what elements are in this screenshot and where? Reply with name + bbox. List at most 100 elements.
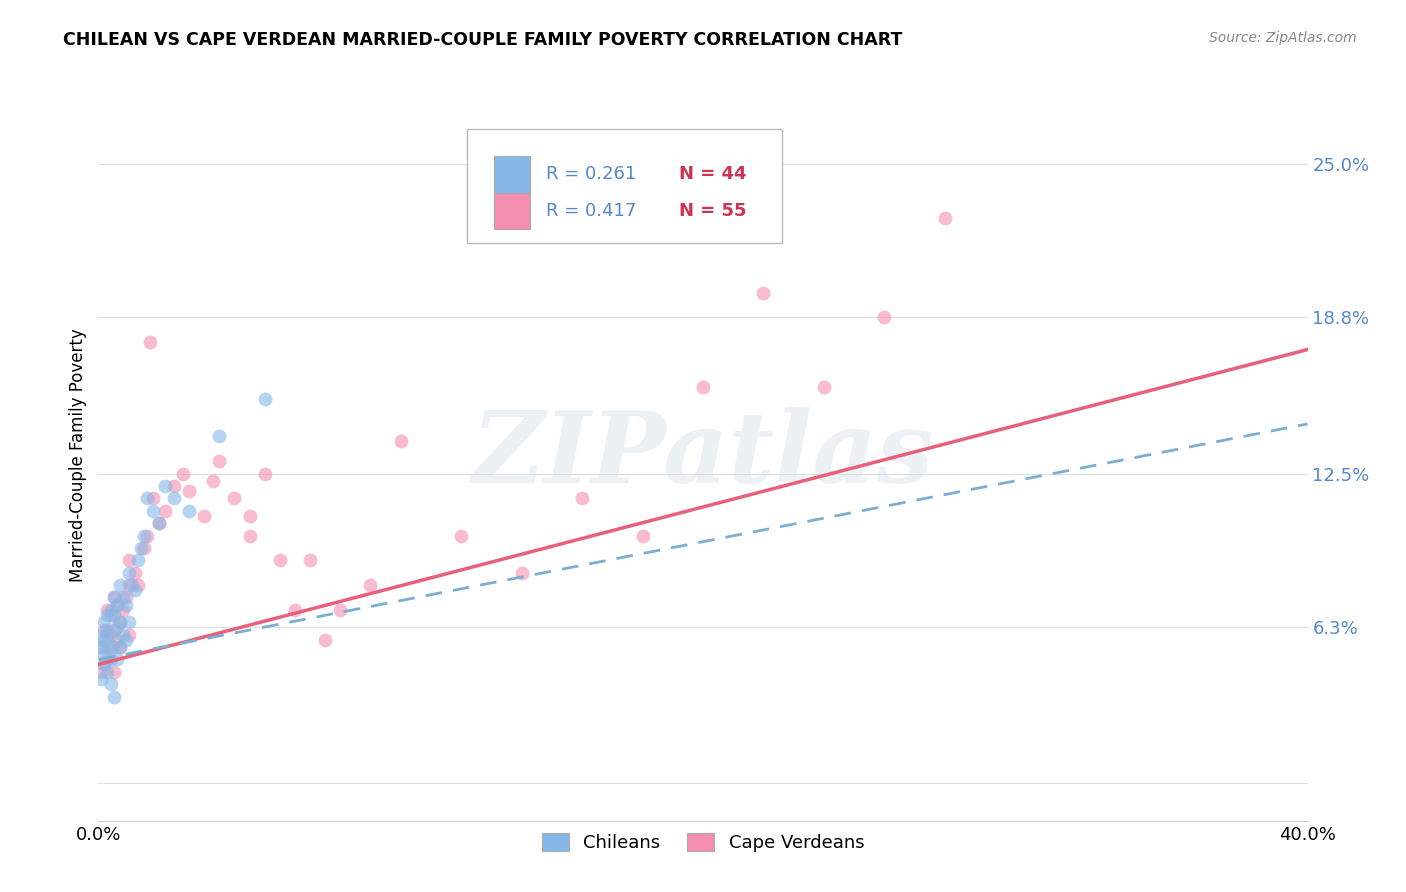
Text: R = 0.417: R = 0.417	[546, 202, 636, 219]
Point	[163, 479, 186, 493]
Point	[934, 211, 956, 226]
Point	[135, 528, 157, 542]
Point	[103, 690, 125, 704]
Point	[93, 632, 115, 647]
Text: ZIPatlas: ZIPatlas	[472, 407, 934, 503]
Point	[389, 434, 412, 449]
Point	[96, 607, 118, 622]
Point	[105, 598, 128, 612]
Point	[124, 582, 146, 597]
Point	[100, 607, 122, 622]
FancyBboxPatch shape	[467, 129, 782, 243]
Point	[96, 665, 118, 679]
Point	[127, 578, 149, 592]
Y-axis label: Married-Couple Family Poverty: Married-Couple Family Poverty	[69, 328, 87, 582]
Point	[224, 491, 246, 506]
Point	[239, 508, 262, 523]
Point	[114, 591, 136, 605]
Point	[163, 491, 186, 506]
Point	[450, 528, 472, 542]
Point	[114, 598, 136, 612]
Point	[118, 578, 141, 592]
Point	[692, 380, 714, 394]
Text: N = 44: N = 44	[679, 165, 747, 183]
Point	[813, 380, 835, 394]
Point	[100, 628, 122, 642]
Point	[96, 652, 118, 666]
Point	[90, 628, 112, 642]
Point	[96, 628, 118, 642]
Point	[93, 657, 115, 672]
Point	[269, 553, 291, 567]
Point	[142, 491, 165, 506]
Point	[153, 479, 176, 493]
Point	[135, 491, 157, 506]
FancyBboxPatch shape	[494, 193, 530, 229]
Point	[90, 640, 112, 654]
Point	[179, 483, 201, 498]
Point	[100, 677, 122, 691]
Point	[93, 648, 115, 662]
Point	[329, 603, 352, 617]
Point	[103, 607, 125, 622]
Point	[118, 615, 141, 630]
Point	[132, 528, 155, 542]
Point	[571, 491, 593, 506]
Point	[108, 640, 131, 654]
Point	[752, 285, 775, 300]
Point	[105, 598, 128, 612]
Point	[193, 508, 215, 523]
Point	[118, 628, 141, 642]
Point	[142, 504, 165, 518]
Point	[139, 335, 162, 350]
Text: Source: ZipAtlas.com: Source: ZipAtlas.com	[1209, 31, 1357, 45]
Text: CHILEAN VS CAPE VERDEAN MARRIED-COUPLE FAMILY POVERTY CORRELATION CHART: CHILEAN VS CAPE VERDEAN MARRIED-COUPLE F…	[63, 31, 903, 49]
Point	[299, 553, 322, 567]
Point	[253, 392, 276, 406]
FancyBboxPatch shape	[494, 156, 530, 193]
Point	[129, 541, 152, 555]
Point	[114, 632, 136, 647]
Point	[172, 467, 194, 481]
Point	[93, 657, 115, 672]
Point	[124, 566, 146, 580]
Point	[121, 578, 143, 592]
Point	[105, 652, 128, 666]
Point	[631, 528, 654, 542]
Point	[179, 504, 201, 518]
Point	[284, 603, 307, 617]
Text: R = 0.261: R = 0.261	[546, 165, 636, 183]
Point	[90, 673, 112, 687]
Point	[208, 454, 231, 468]
Point	[132, 541, 155, 555]
Point	[239, 528, 262, 542]
Point	[108, 640, 131, 654]
Point	[90, 640, 112, 654]
Point	[96, 603, 118, 617]
Point	[153, 504, 176, 518]
Point	[108, 615, 131, 630]
Point	[96, 623, 118, 637]
Point	[111, 603, 134, 617]
Point	[103, 623, 125, 637]
Point	[111, 591, 134, 605]
Point	[208, 429, 231, 443]
Point	[148, 516, 170, 530]
Point	[90, 665, 112, 679]
Point	[148, 516, 170, 530]
Point	[96, 640, 118, 654]
Point	[118, 566, 141, 580]
Point	[103, 591, 125, 605]
Point	[108, 578, 131, 592]
Point	[314, 632, 336, 647]
Point	[360, 578, 382, 592]
Point	[105, 620, 128, 634]
Point	[103, 665, 125, 679]
Point	[93, 615, 115, 630]
Point	[103, 640, 125, 654]
Point	[100, 640, 122, 654]
Point	[202, 474, 225, 488]
Point	[253, 467, 276, 481]
Point	[100, 652, 122, 666]
Point	[111, 628, 134, 642]
